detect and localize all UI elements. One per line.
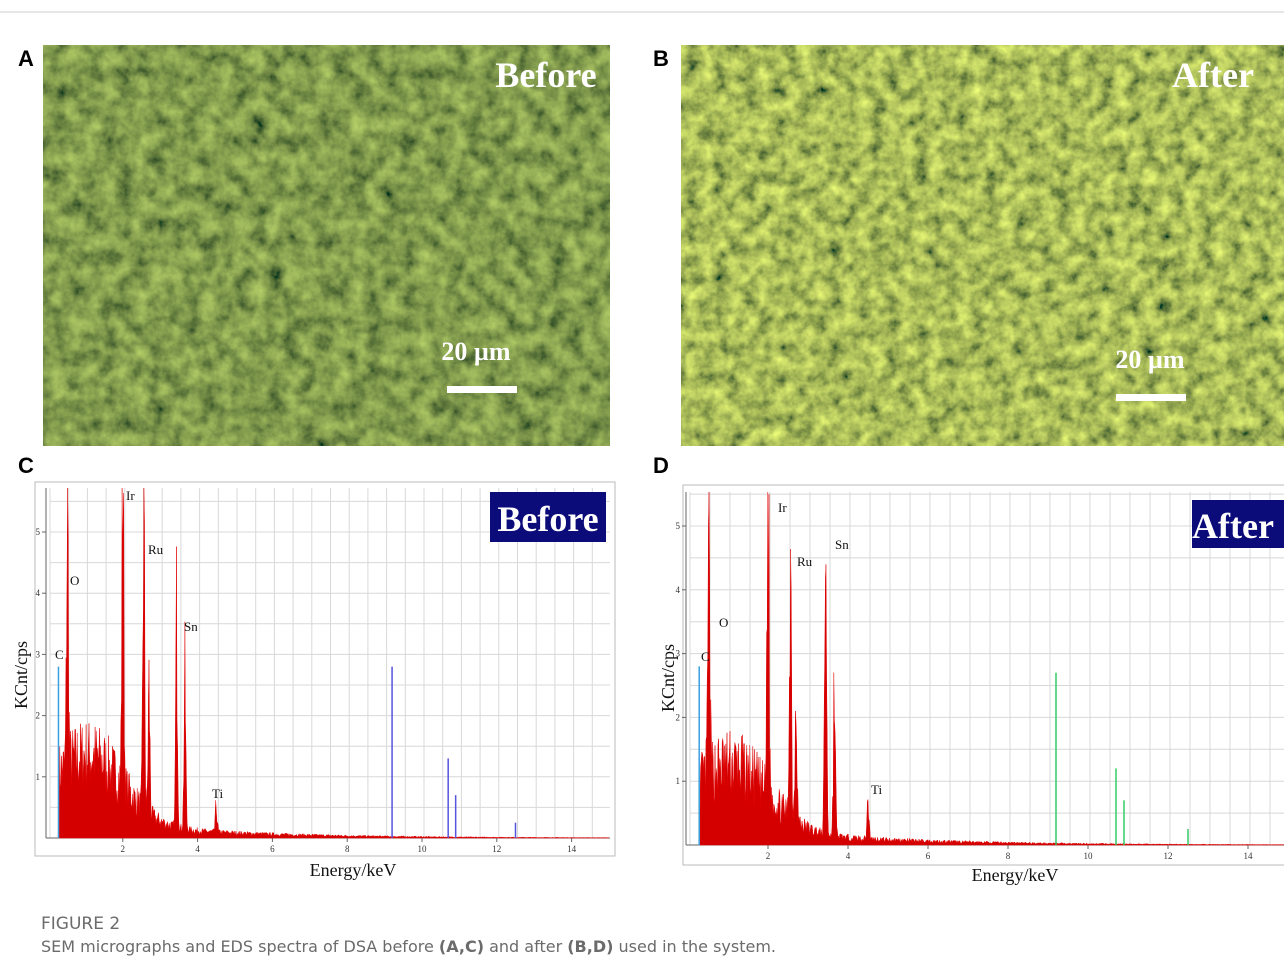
caption-label: FIGURE 2 bbox=[41, 914, 120, 934]
y-tick-label: 2 bbox=[676, 712, 681, 722]
y-tick-label: 5 bbox=[36, 527, 41, 537]
y-tick-label: 4 bbox=[676, 585, 681, 595]
element-label: Ti bbox=[871, 782, 882, 797]
caption-ref: (B,D) bbox=[567, 937, 613, 956]
element-label: Sn bbox=[184, 619, 198, 634]
panel-letter: C bbox=[18, 453, 34, 478]
panel-letter: A bbox=[18, 46, 34, 71]
y-tick-label: 2 bbox=[36, 711, 41, 721]
micrograph bbox=[43, 45, 610, 446]
image-label: Before bbox=[495, 55, 596, 95]
caption-text: SEM micrographs and EDS spectra of DSA b… bbox=[41, 937, 439, 956]
x-tick-label: 4 bbox=[846, 851, 851, 861]
x-tick-label: 14 bbox=[567, 844, 577, 854]
spectrum-fill bbox=[58, 487, 610, 839]
element-label: Ru bbox=[797, 554, 813, 569]
x-tick-label: 14 bbox=[1244, 851, 1254, 861]
spectrum-fill bbox=[699, 491, 1284, 846]
x-tick-label: 4 bbox=[195, 844, 200, 854]
scale-bar bbox=[447, 386, 517, 393]
x-tick-label: 8 bbox=[1006, 851, 1011, 861]
scale-label: 20 µm bbox=[441, 337, 510, 366]
element-label: O bbox=[719, 615, 728, 630]
y-tick-label: 1 bbox=[676, 776, 681, 786]
x-tick-label: 8 bbox=[345, 844, 350, 854]
element-label: C bbox=[701, 649, 710, 664]
spectrum-frame bbox=[34, 481, 616, 857]
x-tick-label: 2 bbox=[121, 844, 126, 854]
y-tick-label: 3 bbox=[676, 649, 681, 659]
y-tick-label: 3 bbox=[36, 649, 41, 659]
element-label: Ir bbox=[778, 500, 787, 515]
element-label: Ti bbox=[212, 786, 223, 801]
x-tick-label: 12 bbox=[492, 844, 501, 854]
y-tick-label: 5 bbox=[676, 521, 681, 531]
panel-letter: D bbox=[653, 453, 669, 478]
caption: SEM micrographs and EDS spectra of DSA b… bbox=[41, 937, 776, 956]
spectrum-label: Before bbox=[497, 499, 598, 539]
x-tick-label: 6 bbox=[926, 851, 931, 861]
element-label: C bbox=[55, 647, 64, 662]
x-axis-label: Energy/keV bbox=[972, 865, 1059, 885]
caption-ref: (A,C) bbox=[439, 937, 484, 956]
element-label: O bbox=[70, 573, 79, 588]
y-axis-label: KCnt/cps bbox=[11, 641, 31, 709]
x-tick-label: 12 bbox=[1164, 851, 1173, 861]
y-axis-label: KCnt/cps bbox=[658, 644, 678, 712]
caption-text: and after bbox=[484, 937, 567, 956]
scale-label: 20 µm bbox=[1115, 345, 1184, 374]
x-tick-label: 10 bbox=[1084, 851, 1094, 861]
panel-letter: B bbox=[653, 46, 669, 71]
image-label: After bbox=[1172, 55, 1254, 95]
element-label: Sn bbox=[835, 537, 849, 552]
y-tick-label: 4 bbox=[36, 588, 41, 598]
caption-text: used in the system. bbox=[613, 937, 776, 956]
y-tick-label: 1 bbox=[36, 772, 41, 782]
x-axis-label: Energy/keV bbox=[310, 860, 397, 880]
spectrum-label: After bbox=[1192, 506, 1274, 546]
micrograph bbox=[681, 45, 1284, 446]
label-box bbox=[490, 492, 606, 542]
x-tick-label: 2 bbox=[766, 851, 771, 861]
x-tick-label: 6 bbox=[270, 844, 275, 854]
x-tick-label: 10 bbox=[418, 844, 428, 854]
element-label: Ir bbox=[126, 488, 135, 503]
label-box bbox=[1192, 500, 1284, 548]
scale-bar bbox=[1116, 394, 1186, 401]
element-label: Ru bbox=[148, 542, 164, 557]
